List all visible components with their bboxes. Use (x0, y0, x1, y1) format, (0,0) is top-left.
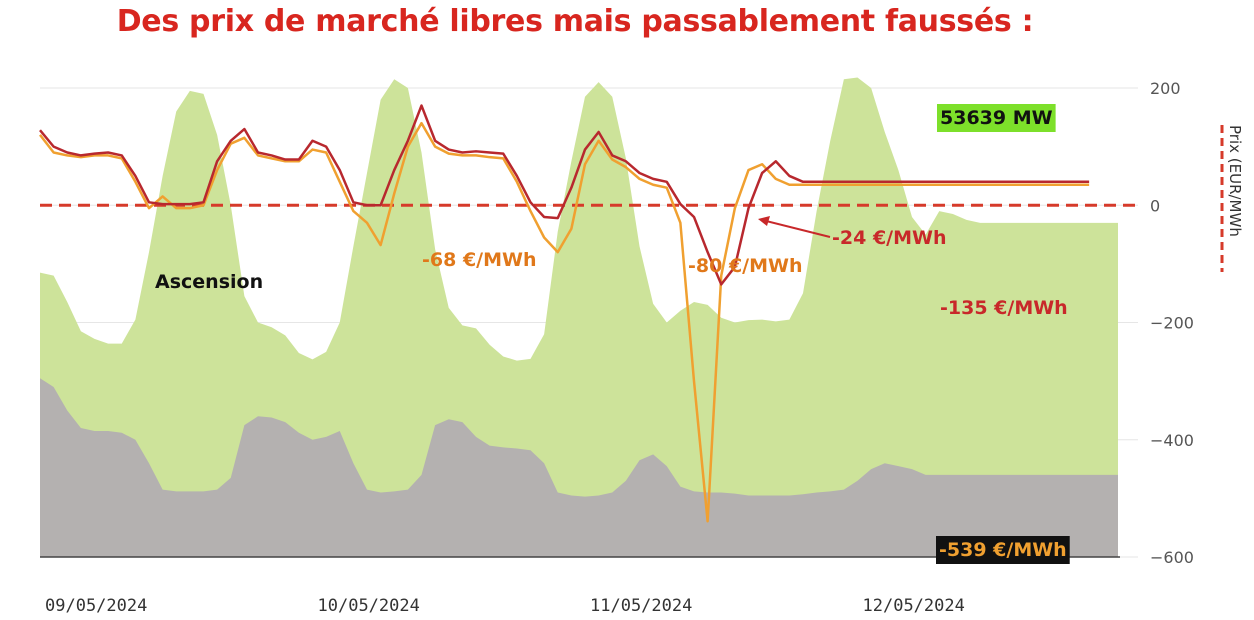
y-tick-label: −200 (1150, 314, 1194, 333)
x-tick-label: 12/05/2024 (863, 596, 965, 616)
annotation-text: -68 €/MWh (422, 249, 537, 271)
x-tick-label: 09/05/2024 (45, 596, 147, 616)
y-tick-label: 0 (1150, 196, 1160, 215)
y-tick-label: −400 (1150, 431, 1194, 450)
price-line-0 (39, 121, 1090, 523)
annotations: Ascension -68 €/MWh -80 €/MWh -24 €/MWh -135… (155, 104, 1070, 564)
area-series-1 (40, 378, 1118, 557)
y-axis-label: Prix (EUR/MWh (1226, 125, 1244, 237)
area-series-0 (40, 77, 1118, 557)
annotation-m539: -539 €/MWh (936, 536, 1070, 564)
annotation-arrow-head (758, 216, 770, 226)
y-tick-label: 200 (1150, 79, 1181, 98)
area-series (40, 77, 1118, 557)
annotation-text: -539 €/MWh (939, 539, 1067, 561)
price-series (39, 104, 1090, 523)
annotation-m80: -80 €/MWh (688, 255, 803, 277)
y-tick-label: −600 (1150, 548, 1194, 567)
annotation-text: -24 €/MWh (832, 227, 947, 249)
annotation-background (937, 104, 1056, 132)
annotation-text: Ascension (155, 271, 263, 293)
x-tick-label: 10/05/2024 (318, 596, 420, 616)
annotation-m24: -24 €/MWh (832, 227, 947, 249)
annotation-text: -80 €/MWh (688, 255, 803, 277)
page-title: Des prix de marché libres mais passablem… (116, 4, 1034, 39)
annotation-m135: -135 €/MWh (940, 297, 1068, 319)
annotation-arrow (761, 219, 831, 238)
x-tick-label: 11/05/2024 (590, 596, 692, 616)
price-line-1 (39, 104, 1090, 286)
annotation-text: -135 €/MWh (940, 297, 1068, 319)
annotation-text: 53639 MW (940, 107, 1053, 129)
annotation-m68: -68 €/MWh (422, 249, 537, 271)
annotation-ascension: Ascension (155, 271, 263, 293)
annotation-mw: 53639 MW (937, 104, 1056, 132)
annotation-background (936, 536, 1070, 564)
